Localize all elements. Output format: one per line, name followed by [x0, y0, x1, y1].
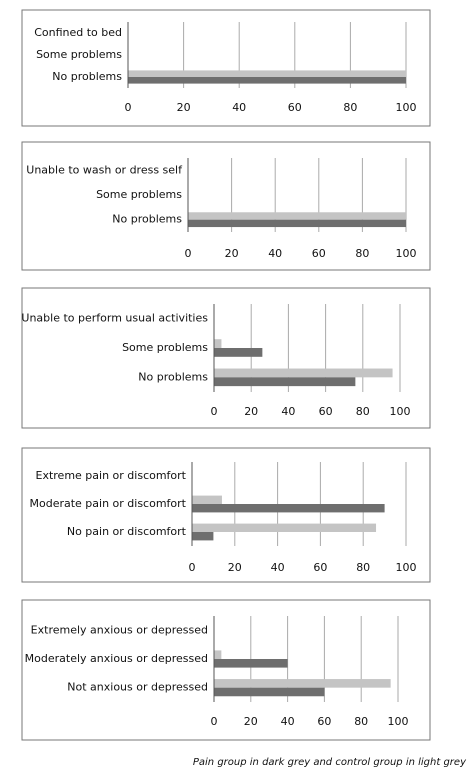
bar	[192, 523, 377, 532]
x-tick-label: 20	[244, 715, 258, 728]
x-tick-label: 60	[313, 561, 327, 574]
bar	[188, 219, 406, 228]
x-tick-label: 40	[281, 405, 295, 418]
bar	[214, 348, 263, 357]
x-tick-label: 0	[189, 561, 196, 574]
x-tick-label: 20	[177, 101, 191, 114]
x-tick-label: 80	[356, 405, 370, 418]
x-tick-label: 20	[225, 247, 239, 260]
caption: Pain group in dark grey and control grou…	[193, 757, 467, 768]
x-tick-label: 100	[396, 101, 417, 114]
y-tick-label: No problems	[138, 370, 208, 383]
x-tick-label: 20	[244, 405, 258, 418]
y-tick-label: Unable to perform usual activities	[21, 312, 208, 325]
x-tick-label: 100	[390, 405, 411, 418]
x-tick-label: 60	[319, 405, 333, 418]
y-tick-label: No problems	[52, 70, 122, 83]
bar	[214, 650, 222, 659]
bar	[214, 687, 325, 697]
bar	[214, 679, 391, 688]
bar	[128, 70, 406, 77]
x-tick-label: 0	[125, 101, 132, 114]
x-tick-label: 40	[268, 247, 282, 260]
y-tick-label: Some problems	[96, 188, 182, 201]
y-tick-label: No problems	[112, 213, 182, 226]
x-tick-label: 60	[317, 715, 331, 728]
bar	[192, 532, 214, 541]
x-tick-label: 40	[232, 101, 246, 114]
x-tick-label: 100	[396, 561, 417, 574]
chart-frame	[21, 9, 431, 127]
y-tick-label: Confined to bed	[34, 26, 122, 39]
bar	[192, 495, 222, 504]
x-tick-label: 20	[228, 561, 242, 574]
bar	[128, 77, 406, 84]
chart-frame	[21, 141, 431, 271]
x-tick-label: 60	[312, 247, 326, 260]
x-tick-label: 60	[288, 101, 302, 114]
y-tick-label: No pain or discomfort	[67, 525, 187, 538]
bar	[214, 368, 393, 378]
y-tick-label: Not anxious or depressed	[67, 681, 208, 694]
bar	[214, 339, 222, 348]
y-tick-label: Unable to wash or dress self	[26, 163, 183, 176]
chart-frame	[21, 287, 431, 429]
y-tick-label: Moderately anxious or depressed	[25, 652, 208, 665]
x-tick-label: 40	[281, 715, 295, 728]
x-tick-label: 0	[211, 405, 218, 418]
chart-frame	[21, 599, 431, 741]
bar	[192, 504, 385, 513]
y-tick-label: Some problems	[122, 341, 208, 354]
y-tick-label: Some problems	[36, 48, 122, 61]
y-tick-label: Moderate pain or discomfort	[29, 497, 186, 510]
y-tick-label: Extremely anxious or depressed	[31, 623, 208, 636]
x-tick-label: 0	[185, 247, 192, 260]
x-tick-label: 80	[355, 247, 369, 260]
x-tick-label: 80	[343, 101, 357, 114]
chart-frame	[21, 447, 431, 583]
x-tick-label: 100	[388, 715, 409, 728]
bar	[188, 212, 406, 220]
x-tick-label: 0	[211, 715, 218, 728]
x-tick-label: 40	[271, 561, 285, 574]
bar	[214, 659, 288, 668]
x-tick-label: 80	[356, 561, 370, 574]
x-tick-label: 100	[396, 247, 417, 260]
y-tick-label: Extreme pain or discomfort	[36, 469, 187, 482]
bar	[214, 377, 356, 387]
x-tick-label: 80	[354, 715, 368, 728]
